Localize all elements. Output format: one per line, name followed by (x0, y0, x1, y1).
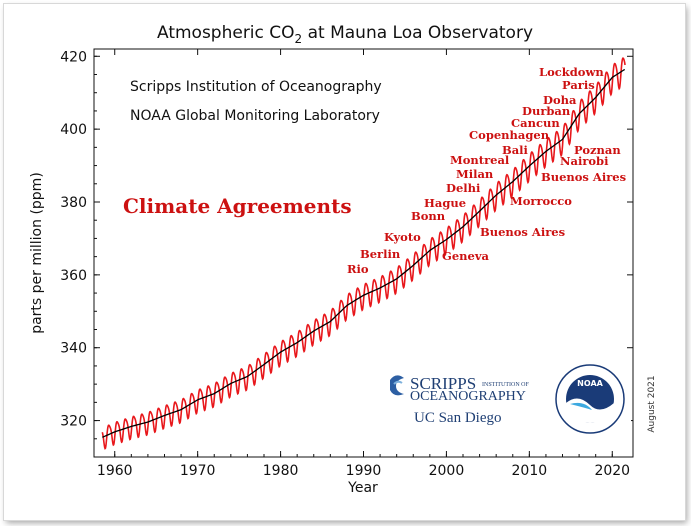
annotation-label: Buenos Aires (480, 225, 565, 239)
annotation-label: Lockdown (539, 65, 604, 79)
date-stamp: August 2021 (647, 375, 657, 432)
x-tick-label: 2000 (429, 463, 465, 479)
credit-scripps: Scripps Institution of Oceanography (130, 79, 382, 95)
series-group (101, 57, 626, 450)
annotation-label: Buenos Aires (541, 170, 626, 184)
credit-noaa: NOAA Global Monitoring Laboratory (130, 108, 380, 124)
climate-agreements-heading: Climate Agreements (123, 194, 352, 218)
annotation-label: Montreal (450, 153, 510, 167)
x-tick-label: 2020 (594, 463, 630, 479)
ucsd-wordmark: UC San Diego (414, 410, 502, 426)
annotation-label: Morrocco (510, 194, 572, 208)
noaa-logo-icon: NOAA (555, 364, 625, 434)
annotation-label: Bali (502, 143, 529, 157)
scripps-logo-icon (390, 375, 404, 396)
annotation-label: Bonn (411, 209, 446, 223)
annotation-label: Paris (562, 78, 595, 92)
chart-title: Atmospheric CO2 at Mauna Loa Observatory (157, 23, 533, 46)
annotation-label: Hague (424, 196, 466, 210)
oceanography-wordmark: OCEANOGRAPHY (410, 389, 526, 404)
y-tick-label: 360 (60, 268, 87, 284)
x-tick-label: 2010 (512, 463, 548, 479)
noaa-wordmark: NOAA (577, 379, 603, 388)
annotation-label: Delhi (446, 181, 481, 195)
annotation-label: Poznan (574, 143, 621, 157)
annotation-label: Kyoto (384, 230, 421, 244)
annotation-label: Cancun (511, 116, 560, 130)
y-tick-label: 400 (60, 122, 87, 138)
y-tick-label: 420 (60, 49, 87, 65)
annotation-label: Berlin (360, 247, 401, 261)
y-axis-label: parts per million (ppm) (29, 172, 45, 334)
annotation-label: Milan (456, 167, 494, 181)
annotation-label: Doha (543, 93, 577, 107)
annotation-label: Nairobi (560, 154, 609, 168)
annotation-label: Copenhagen (469, 128, 550, 142)
annotation-label: Durban (522, 104, 571, 118)
x-tick-label: 1980 (263, 463, 299, 479)
series-monthly-line (101, 57, 626, 450)
scripps-wordmark: SCRIPPS (410, 374, 476, 393)
logo-panel: SCRIPPS INSTITUTION OF OCEANOGRAPHY UC S… (376, 361, 631, 435)
x-axis-label: Year (347, 480, 378, 496)
y-tick-label: 320 (60, 414, 87, 430)
x-tick-label: 1970 (180, 463, 216, 479)
annotation-label: Geneva (442, 249, 489, 263)
x-tick-label: 1960 (97, 463, 133, 479)
annotation-label: Rio (347, 262, 369, 276)
y-tick-label: 340 (60, 341, 87, 357)
axis-ticks: 1960 1970 1980 1990 2000 2010 2020 320 340 360 380… (60, 49, 633, 479)
scripps-institution-of: INSTITUTION OF (482, 382, 529, 388)
x-tick-label: 1990 (346, 463, 382, 479)
series-trend-line (102, 68, 626, 438)
y-tick-label: 380 (60, 195, 87, 211)
